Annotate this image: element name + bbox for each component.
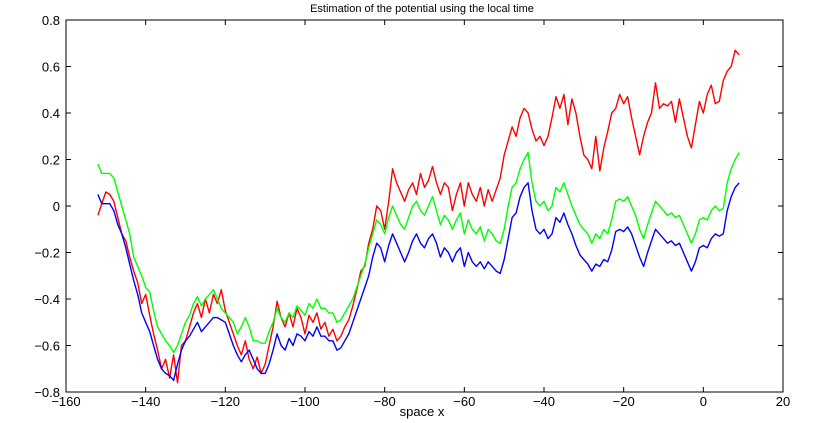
series-line-2 [97, 151, 740, 354]
y-tick-label: −0.2 [34, 246, 60, 261]
plot-frame [65, 19, 784, 393]
y-tick-label: −0.6 [34, 339, 60, 354]
y-tick-label: 0.4 [42, 106, 60, 121]
x-tick-label: −160 [51, 394, 80, 409]
x-tick-label: −120 [211, 394, 240, 409]
series-layer [97, 49, 740, 384]
y-tick-label: −0.4 [34, 292, 60, 307]
axes: −160 −140 −120 −100 −80 −60 −40 −20 0 20 −0.8 −0.6 −… [34, 13, 790, 409]
x-tick-label: 0 [700, 394, 707, 409]
x-tick-label: 20 [776, 394, 790, 409]
x-tick-label: −80 [374, 394, 396, 409]
y-tick-label: 0.8 [42, 13, 60, 28]
x-tick-label: −20 [613, 394, 635, 409]
x-tick-label: −60 [453, 394, 475, 409]
y-tick-label: −0.8 [34, 385, 60, 400]
x-tick-label: −100 [290, 394, 319, 409]
y-tick-label: 0.2 [42, 153, 60, 168]
chart-title: Estimation of the potential using the lo… [310, 3, 534, 15]
y-tick-label: 0.6 [42, 60, 60, 75]
x-tick-label: −40 [533, 394, 555, 409]
x-axis-label: space x [400, 404, 445, 419]
y-tick-label: 0 [53, 199, 60, 214]
x-tick-label: −140 [131, 394, 160, 409]
series-line-1 [97, 49, 740, 384]
series-line-3 [97, 182, 740, 382]
